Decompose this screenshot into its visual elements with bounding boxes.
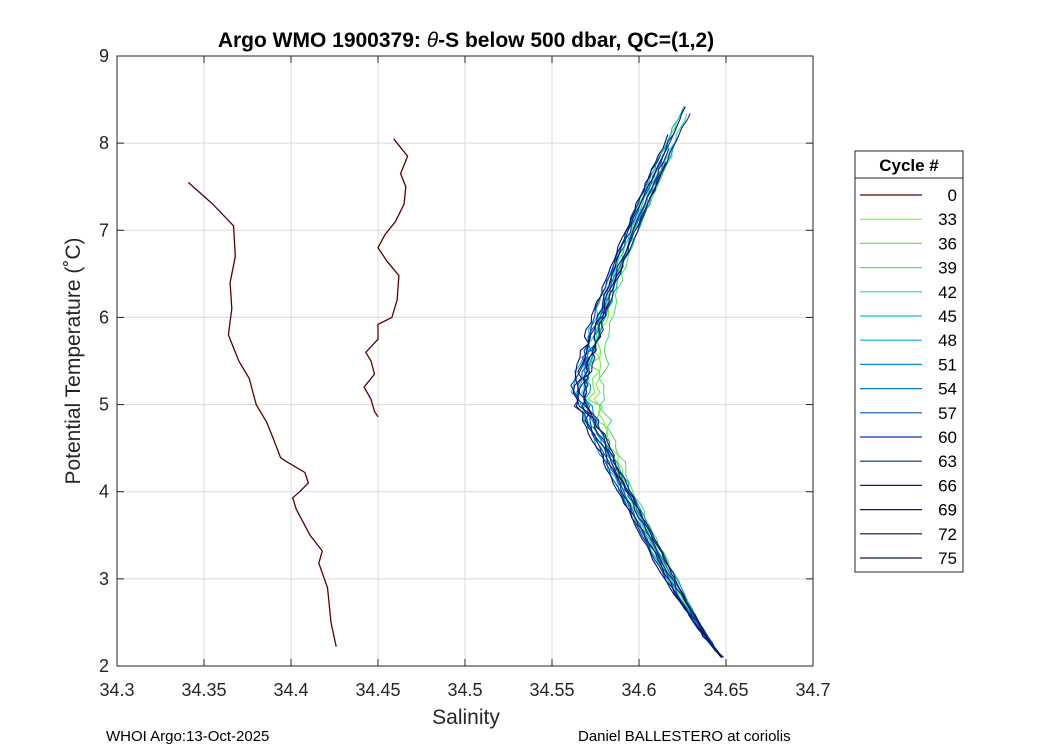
legend-label-57: 57 [938, 404, 957, 423]
y-tick-label: 2 [99, 656, 109, 676]
y-axis-label: Potential Temperature (˚C) [62, 237, 85, 484]
grid-lines [117, 56, 813, 666]
legend-label-33: 33 [938, 210, 957, 229]
y-tick-label: 3 [99, 569, 109, 589]
x-tick-label: 34.45 [355, 680, 400, 700]
x-tick-label: 34.65 [703, 680, 748, 700]
y-tick-label: 9 [99, 46, 109, 66]
series-cycle-72 [574, 134, 722, 658]
legend-label-75: 75 [938, 549, 957, 568]
legend-label-45: 45 [938, 307, 957, 326]
y-tick-label: 4 [99, 482, 109, 502]
legend-label-54: 54 [938, 380, 957, 399]
footer-right: Daniel BALLESTERO at coriolis [578, 728, 791, 745]
legend-label-72: 72 [938, 525, 957, 544]
y-tick-label: 7 [99, 220, 109, 240]
legend-title: Cycle # [879, 156, 939, 175]
legend-label-63: 63 [938, 452, 957, 471]
legend: Cycle # 0 33 36 39 42 45 48 51 54 57 60 63 66 69 72 75 [854, 150, 964, 573]
series-cycle-0-profile-a [187, 181, 337, 647]
legend-label-48: 48 [938, 331, 957, 350]
legend-label-51: 51 [938, 355, 957, 374]
series-cycle-0-profile-b [363, 138, 409, 418]
legend-label-42: 42 [938, 283, 957, 302]
x-tick-label: 34.6 [621, 680, 656, 700]
legend-label-39: 39 [938, 259, 957, 278]
y-tick-label: 5 [99, 395, 109, 415]
x-tick-label: 34.4 [273, 680, 308, 700]
series-cycle-66 [577, 148, 723, 658]
legend-label-0: 0 [948, 186, 957, 205]
x-tick-label: 34.5 [447, 680, 482, 700]
x-axis-ticks: 34.3 34.35 34.4 34.45 34.5 34.55 34.6 34.65 34.7 [99, 56, 831, 700]
x-tick-label: 34.55 [529, 680, 574, 700]
legend-entries: 0 33 36 39 42 45 48 51 54 57 60 63 66 69 72 75 [860, 186, 957, 568]
legend-label-36: 36 [938, 234, 957, 253]
chart-title: Argo WMO 1900379: θ-S below 500 dbar, QC… [218, 29, 714, 52]
x-tick-label: 34.35 [181, 680, 226, 700]
legend-label-69: 69 [938, 501, 957, 520]
series-cycle-75 [582, 162, 724, 658]
footer-left: WHOI Argo:13-Oct-2025 [106, 728, 269, 745]
y-axis-ticks: 2 3 4 5 6 7 8 9 [99, 46, 813, 676]
plot-area [187, 106, 724, 658]
legend-label-66: 66 [938, 476, 957, 495]
series-cycle-69 [572, 106, 723, 658]
y-tick-label: 6 [99, 307, 109, 327]
y-tick-label: 8 [99, 133, 109, 153]
series-cycle-57 [576, 127, 722, 658]
legend-box [854, 150, 964, 573]
x-axis-label: Salinity [432, 706, 500, 729]
x-tick-label: 34.7 [795, 680, 830, 700]
legend-label-60: 60 [938, 428, 957, 447]
series-cycle-60 [570, 155, 724, 658]
x-tick-label: 34.3 [99, 680, 134, 700]
series-cycle-36 [586, 120, 723, 658]
